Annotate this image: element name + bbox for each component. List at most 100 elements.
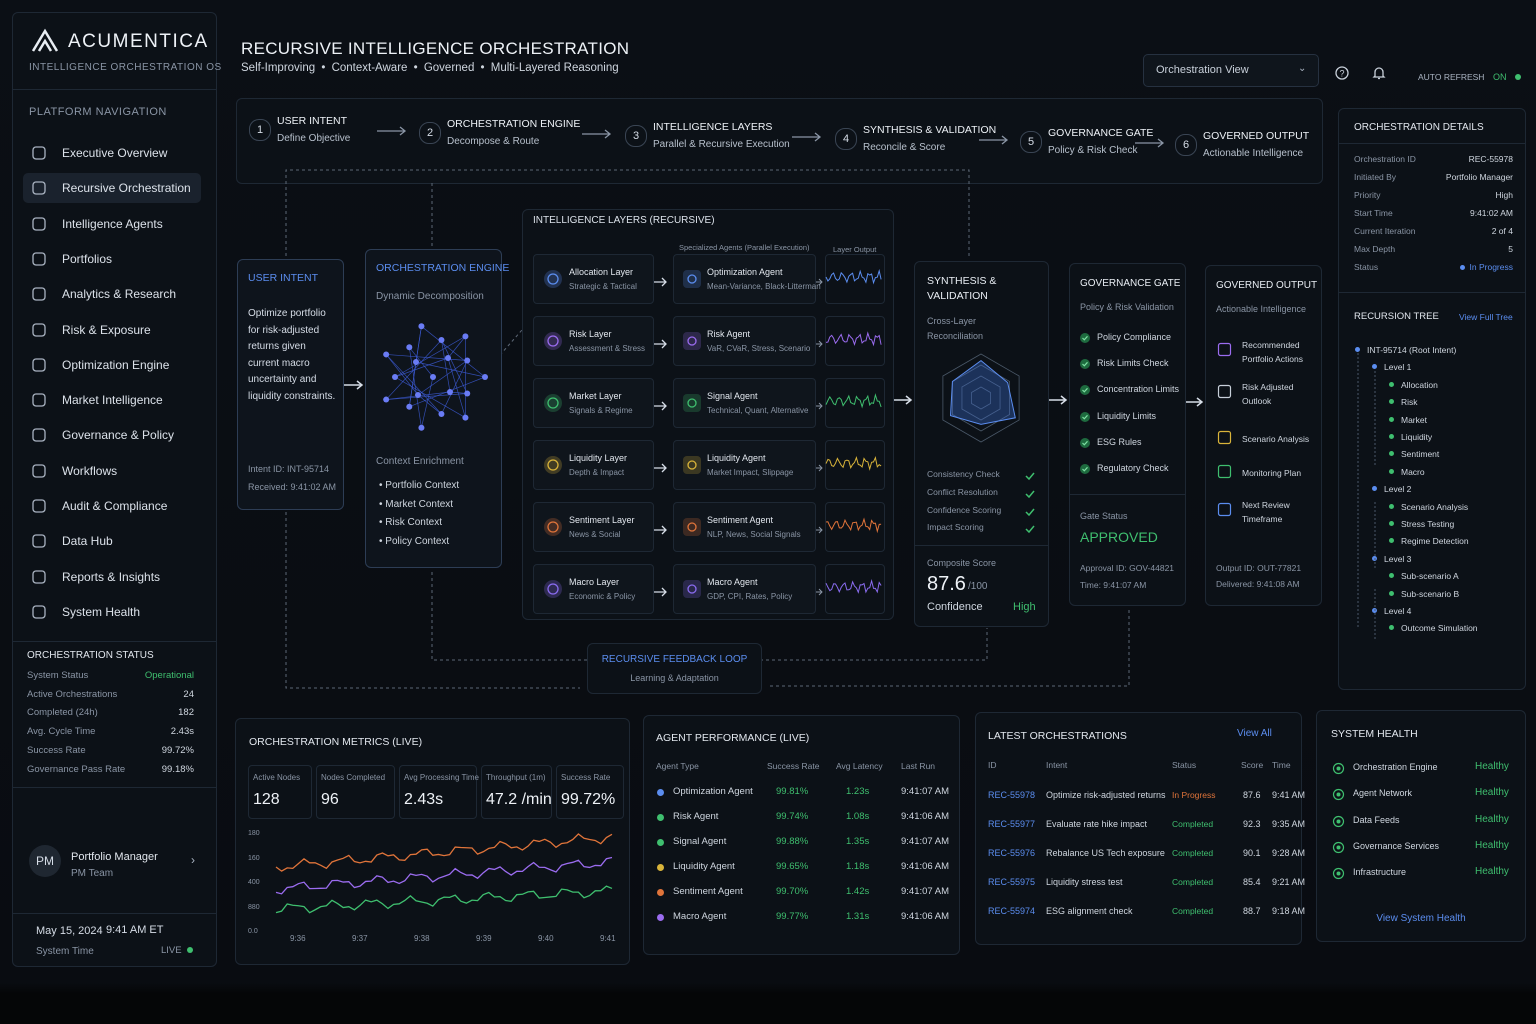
y-tick-label: 0.0 xyxy=(248,928,258,935)
kpi-value: 128 xyxy=(253,791,280,808)
orchestration-cell: 9:35 AM xyxy=(1272,819,1306,829)
layer-box: Risk Layer Assessment & Stress xyxy=(533,316,654,366)
y-tick-label: 180 xyxy=(248,830,260,837)
nav-label: Analytics & Research xyxy=(62,287,177,302)
row-arrow xyxy=(654,339,667,349)
health-icon xyxy=(1332,815,1345,827)
detail-key: Start Time xyxy=(1354,208,1393,218)
step-title: ORCHESTRATION ENGINE xyxy=(447,118,581,130)
check-label: Policy Compliance xyxy=(1097,332,1172,342)
tree-node: Risk xyxy=(1401,397,1418,408)
status-value: 99.18% xyxy=(161,763,194,775)
tree-node-dot xyxy=(1389,381,1394,387)
orchestration-cell[interactable]: REC-55976 xyxy=(988,848,1036,858)
tree-link[interactable]: View Full Tree xyxy=(1459,312,1513,322)
agent-cell: 1.23s xyxy=(846,786,870,797)
step-title: INTELLIGENCE LAYERS xyxy=(653,121,773,133)
agent-name: Optimization Agent xyxy=(707,267,783,277)
step-number: 4 xyxy=(835,128,857,150)
orchestration-cell[interactable]: REC-55975 xyxy=(988,877,1036,887)
subtitle-item: Context-Aware xyxy=(331,62,408,74)
y-tick-label: 400 xyxy=(248,879,260,886)
nav-item[interactable]: Portfolios xyxy=(23,244,201,274)
nav-item[interactable]: Market Intelligence xyxy=(23,385,201,415)
tree-node-dot xyxy=(1389,503,1394,509)
health-name: Orchestration Engine xyxy=(1353,762,1438,772)
nav-item[interactable]: Workflows xyxy=(23,456,201,486)
user-card[interactable]: PM Portfolio Manager PM Team › xyxy=(13,831,216,893)
nav-icon xyxy=(32,393,46,407)
layer-icon xyxy=(544,332,562,350)
nav-item[interactable]: Executive Overview xyxy=(23,138,201,168)
column-header: Agent Type xyxy=(656,761,699,771)
feedback-sub: Learning & Adaptation xyxy=(630,673,719,683)
context-title: Context Enrichment xyxy=(376,456,464,467)
sparkline xyxy=(825,331,882,347)
nav-label: Reports & Insights xyxy=(62,569,161,584)
agent-icon xyxy=(683,518,701,536)
approval-id: Approval ID: GOV-44821 xyxy=(1080,563,1175,573)
brand-name: ACUMENTICA xyxy=(68,31,209,52)
sparkline xyxy=(825,517,882,534)
view-select-label: Orchestration View xyxy=(1156,64,1249,76)
detail-value: 2 of 4 xyxy=(1491,226,1513,236)
context-item: • Portfolio Context xyxy=(379,480,460,491)
orchestration-cell[interactable]: REC-55978 xyxy=(988,790,1036,800)
agent-cell: 99.74% xyxy=(776,811,809,822)
x-tick-label: 9:38 xyxy=(414,934,430,943)
divider xyxy=(13,913,216,914)
nav-icon xyxy=(32,322,46,337)
subtitle-item: Self-Improving xyxy=(241,62,316,74)
nav-item[interactable]: Analytics & Research xyxy=(23,279,201,309)
step-title: SYNTHESIS & VALIDATION xyxy=(863,124,997,136)
nav-item[interactable]: Intelligence Agents xyxy=(23,209,201,239)
detail-key: Max Depth xyxy=(1354,244,1396,254)
nav-item[interactable]: Optimization Engine xyxy=(23,350,201,380)
panel-title: LATEST ORCHESTRATIONS xyxy=(988,730,1127,742)
step-arrow xyxy=(377,126,407,136)
agent-name: Macro Agent xyxy=(707,577,758,587)
chevron: › xyxy=(191,853,195,867)
health-status: Healthy xyxy=(1475,787,1509,799)
detail-value: REC-55978 xyxy=(1468,154,1513,164)
divider xyxy=(1339,292,1525,293)
agent-cell: Liquidity Agent xyxy=(673,861,735,872)
step-sub: Define Objective xyxy=(277,133,351,144)
view-select[interactable]: Orchestration View ⌄ xyxy=(1143,54,1319,87)
tree-node: Level 4 xyxy=(1384,606,1412,616)
nav-label: System Health xyxy=(62,604,141,619)
latest-panel: LATEST ORCHESTRATIONS View All ID Intent Sta… xyxy=(975,712,1306,945)
bell-icon[interactable] xyxy=(1372,66,1386,80)
agent-cell: 1.42s xyxy=(846,886,870,897)
view-all[interactable]: View All xyxy=(1237,728,1272,739)
agent-dot xyxy=(657,914,664,921)
agent-cell: 9:41:07 AM xyxy=(901,786,950,797)
step-arrow xyxy=(582,129,612,139)
health-name: Data Feeds xyxy=(1353,814,1400,825)
caret: ⌄ xyxy=(1298,63,1307,74)
nav-label: Portfolios xyxy=(62,251,113,266)
nav-item[interactable]: Governance & Policy xyxy=(23,420,201,450)
output-box xyxy=(825,440,885,490)
nav-item[interactable]: Audit & Compliance xyxy=(23,491,201,521)
agent-cell: Sentiment Agent xyxy=(673,886,743,897)
nav-item[interactable]: Data Hub xyxy=(23,526,201,556)
column-header: Score xyxy=(1241,760,1264,770)
nav-item[interactable]: System Health xyxy=(23,597,201,627)
nav-item[interactable]: Reports & Insights xyxy=(23,562,201,592)
help-icon[interactable]: ? xyxy=(1335,66,1349,80)
orchestration-cell[interactable]: REC-55977 xyxy=(988,819,1036,829)
nav-item[interactable]: Risk & Exposure xyxy=(23,315,201,345)
agent-cell: 99.65% xyxy=(776,861,809,872)
agent-icon xyxy=(683,332,701,350)
auto-refresh-state[interactable]: ON xyxy=(1493,72,1507,82)
orchestration-cell[interactable]: REC-55974 xyxy=(988,906,1036,916)
health-status: Healthy xyxy=(1475,839,1509,851)
y-tick-label: 880 xyxy=(248,903,260,911)
kpi-value: 2.43s xyxy=(404,791,444,808)
nav-item[interactable]: Recursive Orchestration xyxy=(23,173,201,204)
column-header: Avg Latency xyxy=(836,761,883,771)
agent-box: Signal Agent Technical, Quant, Alternativ… xyxy=(673,378,816,428)
health-link[interactable]: View System Health xyxy=(1376,913,1466,924)
check-icon xyxy=(1080,464,1090,474)
